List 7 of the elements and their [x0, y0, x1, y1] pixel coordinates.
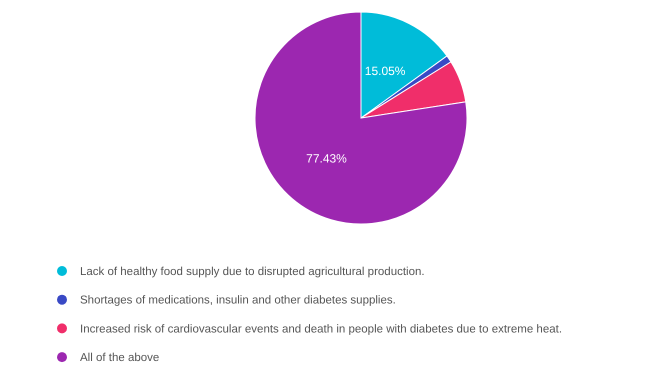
data-label: 15.05%: [364, 64, 406, 78]
pie-slice: [254, 12, 468, 224]
legend-label: Shortages of medications, insulin and other diabetes supplies.: [80, 294, 396, 307]
legend-label: Lack of healthy food supply due to disrupted agricultural production.: [80, 266, 425, 278]
data-label: 77.43%: [306, 151, 348, 166]
legend-label: All of the above: [80, 352, 160, 364]
legend-label: Increased risk of cardiovascular events and death in people with diabetes due to extreme heat.: [80, 323, 562, 336]
